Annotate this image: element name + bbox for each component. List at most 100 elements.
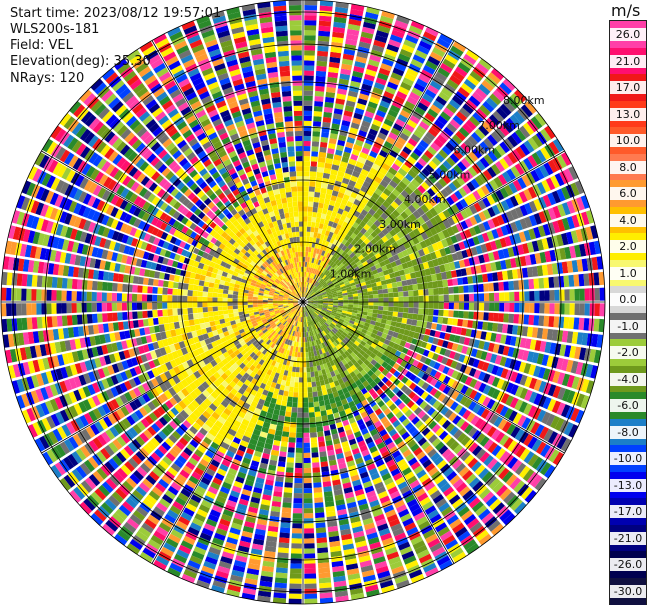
radar-gate bbox=[144, 518, 157, 530]
radar-gate bbox=[439, 264, 446, 273]
radar-gate bbox=[159, 347, 167, 356]
radar-gate bbox=[348, 417, 356, 424]
radar-gate bbox=[399, 340, 407, 347]
radar-gate bbox=[362, 517, 374, 526]
radar-gate bbox=[275, 567, 288, 574]
radar-gate bbox=[455, 233, 463, 242]
radar-gate bbox=[295, 462, 303, 469]
radar-gate bbox=[394, 171, 405, 181]
radar-gate bbox=[455, 462, 466, 474]
radar-gate bbox=[503, 138, 514, 151]
radar-gate bbox=[155, 555, 170, 566]
radar-gate bbox=[332, 319, 338, 324]
radar-gate bbox=[477, 360, 485, 370]
radar-gate bbox=[287, 345, 292, 351]
radar-gate bbox=[408, 290, 414, 297]
radar-gate bbox=[453, 444, 464, 455]
radar-gate bbox=[122, 480, 134, 492]
radar-gate bbox=[489, 292, 495, 302]
radar-gate bbox=[332, 565, 345, 573]
radar-gate bbox=[365, 436, 374, 445]
radar-gate bbox=[527, 453, 539, 467]
radar-gate bbox=[267, 391, 274, 398]
radar-gate bbox=[348, 400, 356, 408]
radar-gate bbox=[410, 535, 423, 546]
radar-gate bbox=[542, 194, 552, 208]
radar-gate bbox=[305, 306, 309, 311]
radar-gate bbox=[265, 396, 272, 403]
radar-gate bbox=[539, 290, 545, 301]
radar-gate bbox=[393, 226, 401, 234]
radar-gate bbox=[364, 343, 371, 350]
radar-gate bbox=[574, 180, 585, 195]
radar-gate bbox=[305, 352, 309, 358]
radar-gate bbox=[531, 439, 543, 452]
radar-gate bbox=[316, 532, 327, 539]
radar-gate bbox=[183, 447, 193, 457]
radar-gate bbox=[314, 280, 318, 286]
radar-gate bbox=[32, 422, 43, 436]
radar-gate bbox=[188, 351, 196, 359]
radar-gate bbox=[151, 423, 161, 433]
radar-gate bbox=[329, 337, 335, 343]
radar-gate bbox=[504, 302, 510, 312]
radar-gate bbox=[322, 324, 327, 330]
radar-gate bbox=[176, 413, 186, 423]
radar-gate bbox=[139, 502, 152, 513]
radar-gate bbox=[304, 287, 307, 293]
radar-gate bbox=[401, 431, 411, 440]
radar-gate bbox=[273, 325, 279, 331]
radar-gate bbox=[350, 285, 357, 289]
radar-gate bbox=[249, 315, 256, 319]
radar-gate bbox=[148, 490, 161, 501]
radar-gate bbox=[45, 400, 55, 414]
radar-gate bbox=[451, 253, 459, 261]
radar-gate bbox=[309, 257, 313, 263]
radar-gate bbox=[317, 321, 322, 327]
radar-gate bbox=[453, 164, 463, 175]
radar-gate bbox=[459, 107, 471, 118]
radar-gate bbox=[327, 307, 333, 310]
radar-gate bbox=[329, 237, 335, 244]
radar-gate bbox=[385, 48, 398, 58]
radar-gate bbox=[356, 231, 364, 239]
radar-gate bbox=[481, 121, 493, 133]
radar-gate bbox=[499, 488, 512, 501]
radar-gate bbox=[429, 80, 442, 91]
radar-gate bbox=[368, 536, 380, 545]
radar-gate bbox=[498, 124, 510, 137]
radar-gate bbox=[384, 387, 392, 396]
radar-gate bbox=[437, 201, 447, 212]
radar-gate bbox=[345, 255, 352, 262]
radar-gate bbox=[350, 122, 360, 130]
radar-gate bbox=[487, 322, 494, 331]
radar-gate bbox=[340, 436, 348, 443]
radar-gate bbox=[391, 163, 400, 172]
radar-gate bbox=[274, 577, 288, 584]
radar-gate bbox=[416, 362, 424, 370]
radar-gate bbox=[383, 293, 389, 298]
radar-gate bbox=[500, 393, 510, 404]
radar-gate bbox=[274, 333, 280, 339]
radar-gate bbox=[580, 363, 589, 377]
radar-gate bbox=[151, 398, 160, 408]
radar-gate bbox=[353, 452, 362, 460]
radar-gate bbox=[417, 157, 427, 167]
radar-gate bbox=[311, 257, 315, 264]
radar-gate bbox=[336, 504, 346, 511]
radar-gate bbox=[120, 464, 132, 476]
radar-gate bbox=[438, 163, 449, 174]
radar-gate bbox=[419, 496, 431, 507]
radar-gate bbox=[189, 522, 202, 532]
radar-gate bbox=[346, 289, 353, 293]
radar-gate bbox=[335, 275, 341, 280]
radar-gate bbox=[298, 326, 301, 332]
radar-gate bbox=[269, 311, 275, 315]
radar-gate bbox=[519, 256, 527, 267]
radar-gate bbox=[319, 587, 333, 594]
radar-gate bbox=[427, 108, 439, 119]
radar-gate bbox=[162, 456, 173, 466]
radar-gate bbox=[579, 288, 585, 301]
radar-gate bbox=[464, 229, 472, 239]
radar-gate bbox=[360, 411, 368, 419]
